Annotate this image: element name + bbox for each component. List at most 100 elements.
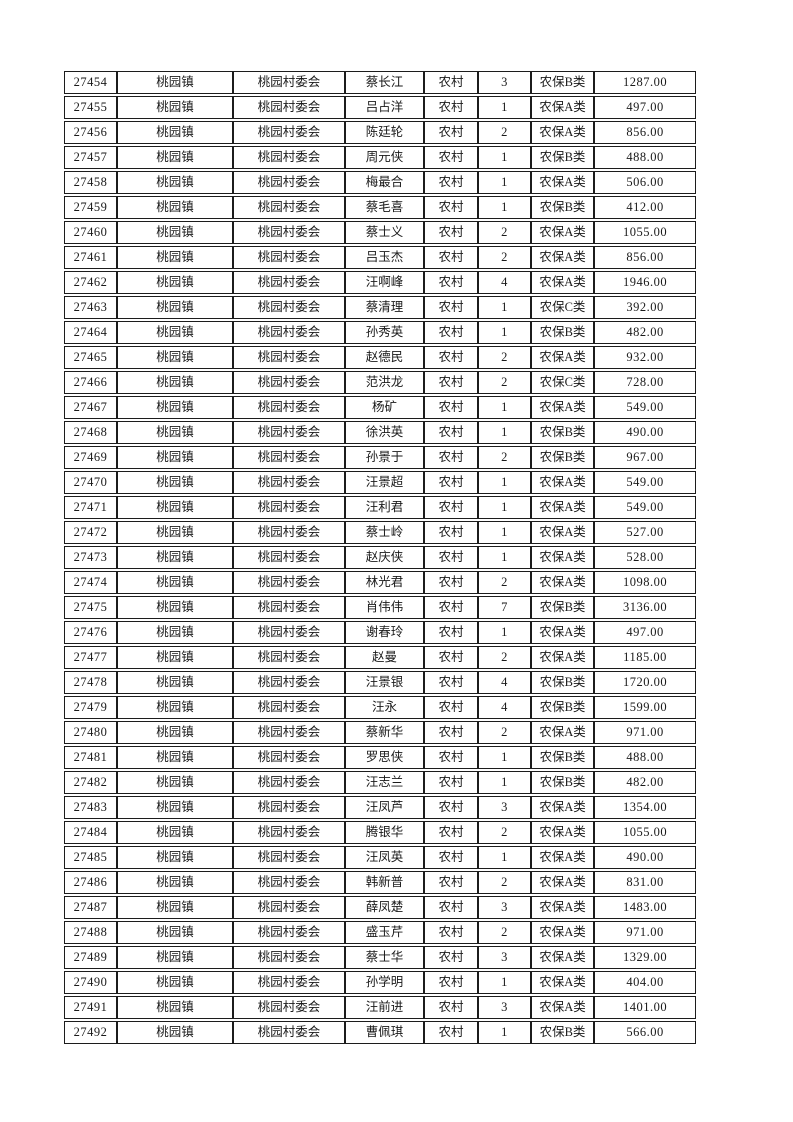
cell-residence_type: 农村: [424, 1021, 478, 1044]
payment-roster-table: 27454 桃园镇 桃园村委会 蔡长江 农村 3 农保B类 1287.00 27455 桃园镇 桃园…: [64, 69, 696, 1046]
cell-amount: 1055.00: [594, 221, 696, 244]
cell-serial_number: 27469: [64, 446, 117, 469]
cell-name: 林光君: [345, 571, 424, 594]
cell-person_count: 2: [478, 821, 531, 844]
cell-amount: 1483.00: [594, 896, 696, 919]
cell-name: 蔡毛喜: [345, 196, 424, 219]
cell-person_count: 1: [478, 421, 531, 444]
table-row: 27455 桃园镇 桃园村委会 吕占洋 农村 1 农保A类 497.00: [64, 96, 696, 119]
cell-town: 桃园镇: [117, 346, 233, 369]
cell-residence_type: 农村: [424, 271, 478, 294]
cell-town: 桃园镇: [117, 421, 233, 444]
cell-village_committee: 桃园村委会: [233, 446, 345, 469]
cell-village_committee: 桃园村委会: [233, 371, 345, 394]
cell-name: 吕玉杰: [345, 246, 424, 269]
cell-insurance_category: 农保A类: [531, 871, 594, 894]
cell-serial_number: 27468: [64, 421, 117, 444]
cell-serial_number: 27467: [64, 396, 117, 419]
cell-residence_type: 农村: [424, 746, 478, 769]
cell-insurance_category: 农保A类: [531, 96, 594, 119]
cell-village_committee: 桃园村委会: [233, 546, 345, 569]
cell-serial_number: 27457: [64, 146, 117, 169]
cell-insurance_category: 农保A类: [531, 796, 594, 819]
cell-residence_type: 农村: [424, 246, 478, 269]
table-row: 27471 桃园镇 桃园村委会 汪利君 农村 1 农保A类 549.00: [64, 496, 696, 519]
cell-serial_number: 27491: [64, 996, 117, 1019]
cell-serial_number: 27461: [64, 246, 117, 269]
cell-serial_number: 27488: [64, 921, 117, 944]
cell-person_count: 1: [478, 321, 531, 344]
cell-insurance_category: 农保B类: [531, 771, 594, 794]
cell-name: 徐洪英: [345, 421, 424, 444]
cell-town: 桃园镇: [117, 521, 233, 544]
cell-name: 罗思侠: [345, 746, 424, 769]
cell-amount: 490.00: [594, 846, 696, 869]
table-row: 27478 桃园镇 桃园村委会 汪景银 农村 4 农保B类 1720.00: [64, 671, 696, 694]
cell-insurance_category: 农保B类: [531, 1021, 594, 1044]
cell-person_count: 3: [478, 796, 531, 819]
table-row: 27454 桃园镇 桃园村委会 蔡长江 农村 3 农保B类 1287.00: [64, 71, 696, 94]
cell-serial_number: 27479: [64, 696, 117, 719]
cell-amount: 482.00: [594, 321, 696, 344]
cell-name: 杨矿: [345, 396, 424, 419]
cell-person_count: 3: [478, 896, 531, 919]
cell-person_count: 3: [478, 946, 531, 969]
cell-village_committee: 桃园村委会: [233, 796, 345, 819]
cell-town: 桃园镇: [117, 571, 233, 594]
cell-residence_type: 农村: [424, 621, 478, 644]
table-row: 27486 桃园镇 桃园村委会 韩新普 农村 2 农保A类 831.00: [64, 871, 696, 894]
table-row: 27492 桃园镇 桃园村委会 曹佩琪 农村 1 农保B类 566.00: [64, 1021, 696, 1044]
table-row: 27459 桃园镇 桃园村委会 蔡毛喜 农村 1 农保B类 412.00: [64, 196, 696, 219]
cell-person_count: 1: [478, 471, 531, 494]
cell-residence_type: 农村: [424, 346, 478, 369]
cell-town: 桃园镇: [117, 646, 233, 669]
cell-amount: 549.00: [594, 496, 696, 519]
cell-town: 桃园镇: [117, 471, 233, 494]
cell-insurance_category: 农保A类: [531, 546, 594, 569]
cell-village_committee: 桃园村委会: [233, 721, 345, 744]
cell-amount: 728.00: [594, 371, 696, 394]
cell-name: 腾银华: [345, 821, 424, 844]
cell-insurance_category: 农保B类: [531, 596, 594, 619]
cell-person_count: 1: [478, 771, 531, 794]
cell-insurance_category: 农保B类: [531, 446, 594, 469]
cell-amount: 831.00: [594, 871, 696, 894]
cell-serial_number: 27473: [64, 546, 117, 569]
table-row: 27479 桃园镇 桃园村委会 汪永 农村 4 农保B类 1599.00: [64, 696, 696, 719]
cell-name: 陈廷轮: [345, 121, 424, 144]
table-row: 27469 桃园镇 桃园村委会 孙景于 农村 2 农保B类 967.00: [64, 446, 696, 469]
cell-person_count: 4: [478, 696, 531, 719]
cell-amount: 1354.00: [594, 796, 696, 819]
table-row: 27484 桃园镇 桃园村委会 腾银华 农村 2 农保A类 1055.00: [64, 821, 696, 844]
cell-amount: 392.00: [594, 296, 696, 319]
cell-residence_type: 农村: [424, 371, 478, 394]
cell-town: 桃园镇: [117, 96, 233, 119]
cell-town: 桃园镇: [117, 896, 233, 919]
cell-person_count: 2: [478, 571, 531, 594]
cell-residence_type: 农村: [424, 871, 478, 894]
cell-residence_type: 农村: [424, 596, 478, 619]
cell-amount: 506.00: [594, 171, 696, 194]
cell-name: 孙学明: [345, 971, 424, 994]
cell-serial_number: 27460: [64, 221, 117, 244]
cell-serial_number: 27483: [64, 796, 117, 819]
cell-amount: 856.00: [594, 121, 696, 144]
cell-amount: 412.00: [594, 196, 696, 219]
cell-serial_number: 27456: [64, 121, 117, 144]
cell-person_count: 2: [478, 246, 531, 269]
cell-insurance_category: 农保A类: [531, 471, 594, 494]
cell-person_count: 2: [478, 721, 531, 744]
cell-serial_number: 27482: [64, 771, 117, 794]
table-row: 27466 桃园镇 桃园村委会 范洪龙 农村 2 农保C类 728.00: [64, 371, 696, 394]
cell-residence_type: 农村: [424, 571, 478, 594]
cell-residence_type: 农村: [424, 171, 478, 194]
cell-person_count: 1: [478, 1021, 531, 1044]
cell-insurance_category: 农保A类: [531, 921, 594, 944]
cell-serial_number: 27475: [64, 596, 117, 619]
table-row: 27461 桃园镇 桃园村委会 吕玉杰 农村 2 农保A类 856.00: [64, 246, 696, 269]
cell-residence_type: 农村: [424, 121, 478, 144]
cell-amount: 566.00: [594, 1021, 696, 1044]
cell-person_count: 1: [478, 846, 531, 869]
cell-insurance_category: 农保A类: [531, 171, 594, 194]
cell-town: 桃园镇: [117, 871, 233, 894]
